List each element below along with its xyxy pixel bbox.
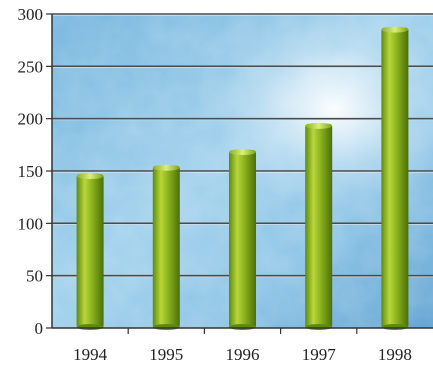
bar-cap: [76, 173, 104, 180]
x-tick-label: 1998: [378, 345, 412, 364]
bar-base: [381, 324, 409, 330]
bar-1994: [76, 173, 104, 330]
y-tick-label: 250: [18, 57, 44, 76]
bar-1998: [381, 26, 409, 330]
bar-base: [229, 324, 256, 330]
axes: [46, 13, 433, 334]
bar-base: [152, 324, 180, 330]
x-tick-label: 1997: [302, 345, 337, 364]
bar: [76, 174, 104, 328]
bar: [305, 123, 333, 329]
y-tick-label: 100: [18, 214, 44, 233]
y-axis-tick-labels: 0 50 100 150 200 250 300: [18, 5, 44, 338]
y-tick-label: 200: [18, 110, 44, 129]
bar-1997: [305, 122, 333, 330]
bar-cap: [381, 26, 409, 33]
bar: [381, 27, 409, 329]
bars: [76, 26, 409, 330]
bar-1996: [229, 149, 256, 330]
x-tick-label: 1995: [149, 345, 183, 364]
bar-cap: [152, 164, 180, 171]
bar-1995: [152, 164, 180, 330]
bar: [152, 165, 180, 328]
y-tick-label: 0: [35, 319, 44, 338]
y-tick-label: 50: [26, 267, 43, 286]
bar-cap: [229, 149, 256, 156]
x-tick-label: 1996: [226, 345, 260, 364]
y-tick-label: 300: [18, 5, 44, 24]
bar-cap: [305, 122, 333, 129]
bar-base: [305, 324, 333, 330]
x-axis-tick-labels: 1994 1995 1996 1997 1998: [73, 345, 412, 364]
bar: [229, 150, 256, 328]
bar-base: [76, 324, 104, 330]
y-tick-label: 150: [18, 162, 44, 181]
x-tick-label: 1994: [73, 345, 108, 364]
